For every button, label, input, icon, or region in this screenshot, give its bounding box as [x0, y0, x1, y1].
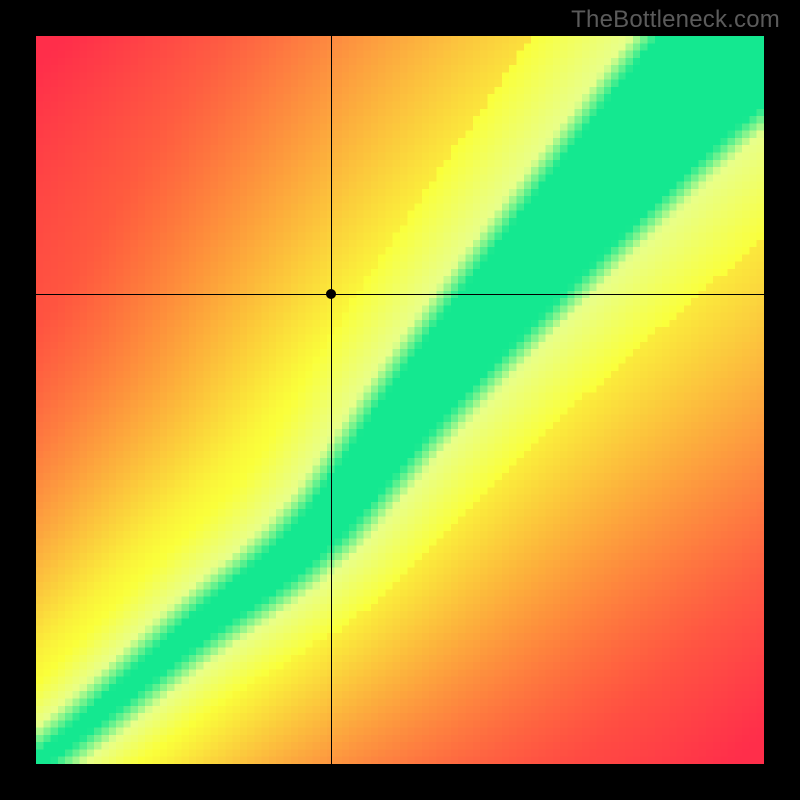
chart-container: TheBottleneck.com	[0, 0, 800, 800]
watermark-text: TheBottleneck.com	[571, 6, 780, 34]
crosshair-marker	[326, 289, 336, 299]
crosshair-horizontal	[36, 294, 764, 295]
heatmap-canvas	[36, 36, 764, 764]
crosshair-vertical	[331, 36, 332, 764]
heatmap-plot	[36, 36, 764, 764]
